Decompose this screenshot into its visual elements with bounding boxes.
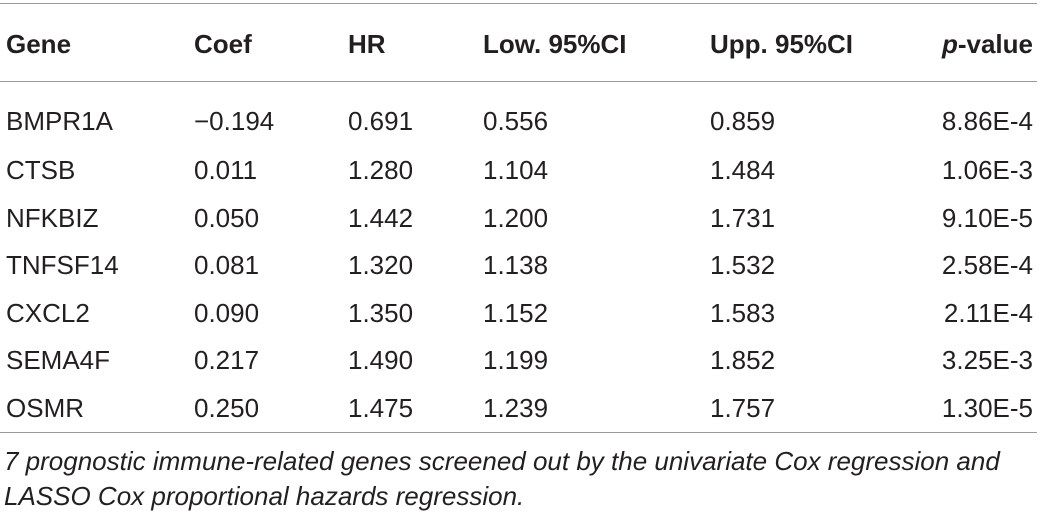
cell-low-ci: 1.138 — [483, 250, 549, 281]
header-low-ci: Low. 95%CI — [483, 29, 627, 59]
cell-coef: 0.217 — [194, 345, 260, 376]
header-upp-ci: Upp. 95%CI — [710, 29, 854, 59]
cell-upp-ci: 0.859 — [710, 105, 776, 136]
cell-gene: OSMR — [6, 392, 84, 423]
cell-hr: 1.475 — [348, 392, 414, 423]
cell-hr: 1.490 — [348, 345, 414, 376]
cell-p-value: 2.11E-4 — [943, 297, 1033, 328]
cell-upp-ci: 1.532 — [710, 250, 776, 281]
table-row: BMPR1A −0.194 0.691 0.556 0.859 8.86E-4 — [0, 83, 1037, 147]
cell-p-value: 1.30E-5 — [941, 392, 1033, 423]
table-row: SEMA4F 0.217 1.490 1.199 1.852 3.25E-3 — [0, 337, 1037, 385]
header-row: Gene Coef HR Low. 95%CI Upp. 95%CI p-val… — [0, 4, 1037, 83]
top-rule — [0, 3, 1037, 4]
table-row: OSMR 0.250 1.475 1.239 1.757 1.30E-5 — [0, 385, 1037, 433]
cell-coef: 0.081 — [194, 250, 260, 281]
cell-gene: NFKBIZ — [6, 202, 99, 233]
table-caption: 7 prognostic immune-related genes screen… — [4, 446, 1000, 511]
table-row: TNFSF14 0.081 1.320 1.138 1.532 2.58E-4 — [0, 242, 1037, 290]
cell-gene: SEMA4F — [6, 345, 111, 376]
cell-upp-ci: 1.731 — [710, 202, 776, 233]
table-row: CTSB 0.011 1.280 1.104 1.484 1.06E-3 — [0, 147, 1037, 195]
table-row: CXCL2 0.090 1.350 1.152 1.583 2.11E-4 — [0, 290, 1037, 338]
cell-upp-ci: 1.852 — [710, 345, 776, 376]
header-coef: Coef — [194, 29, 252, 59]
cell-low-ci: 1.152 — [483, 297, 549, 328]
cell-upp-ci: 1.757 — [710, 392, 776, 423]
cell-upp-ci: 1.583 — [710, 297, 776, 328]
cell-coef: −0.194 — [194, 105, 275, 136]
cell-low-ci: 1.239 — [483, 392, 549, 423]
cell-low-ci: 1.199 — [483, 345, 549, 376]
header-gene: Gene — [6, 29, 72, 59]
cell-coef: 0.050 — [194, 202, 260, 233]
cell-p-value: 9.10E-5 — [941, 202, 1033, 233]
header-rule — [0, 81, 1037, 82]
cox-regression-table: Gene Coef HR Low. 95%CI Upp. 95%CI p-val… — [0, 4, 1037, 432]
cell-gene: CTSB — [6, 155, 76, 186]
cell-p-value: 2.58E-4 — [941, 250, 1033, 281]
header-hr: HR — [348, 29, 386, 59]
cell-hr: 1.442 — [348, 202, 414, 233]
cell-p-value: 3.25E-3 — [941, 345, 1033, 376]
cell-hr: 1.320 — [348, 250, 414, 281]
cell-hr: 1.350 — [348, 297, 414, 328]
cell-coef: 0.250 — [194, 392, 260, 423]
header-p-value: p-value — [910, 4, 1037, 83]
header-p-rest: -value — [957, 29, 1033, 59]
table-row: NFKBIZ 0.050 1.442 1.200 1.731 9.10E-5 — [0, 195, 1037, 243]
header-p-italic: p — [941, 29, 958, 59]
cell-coef: 0.090 — [194, 297, 260, 328]
cell-coef: 0.011 — [194, 155, 258, 186]
cell-upp-ci: 1.484 — [710, 155, 776, 186]
cell-p-value: 1.06E-3 — [941, 155, 1033, 186]
bottom-rule — [0, 432, 1037, 433]
cell-p-value: 8.86E-4 — [941, 105, 1033, 136]
cell-low-ci: 0.556 — [483, 105, 549, 136]
cell-gene: BMPR1A — [6, 105, 113, 136]
cell-gene: TNFSF14 — [6, 250, 119, 281]
cell-hr: 1.280 — [348, 155, 414, 186]
cell-low-ci: 1.104 — [483, 155, 549, 186]
cell-hr: 0.691 — [348, 105, 414, 136]
table-body: BMPR1A −0.194 0.691 0.556 0.859 8.86E-4 CTSB 0.… — [0, 83, 1037, 432]
cell-gene: CXCL2 — [6, 297, 90, 328]
cell-low-ci: 1.200 — [483, 202, 549, 233]
